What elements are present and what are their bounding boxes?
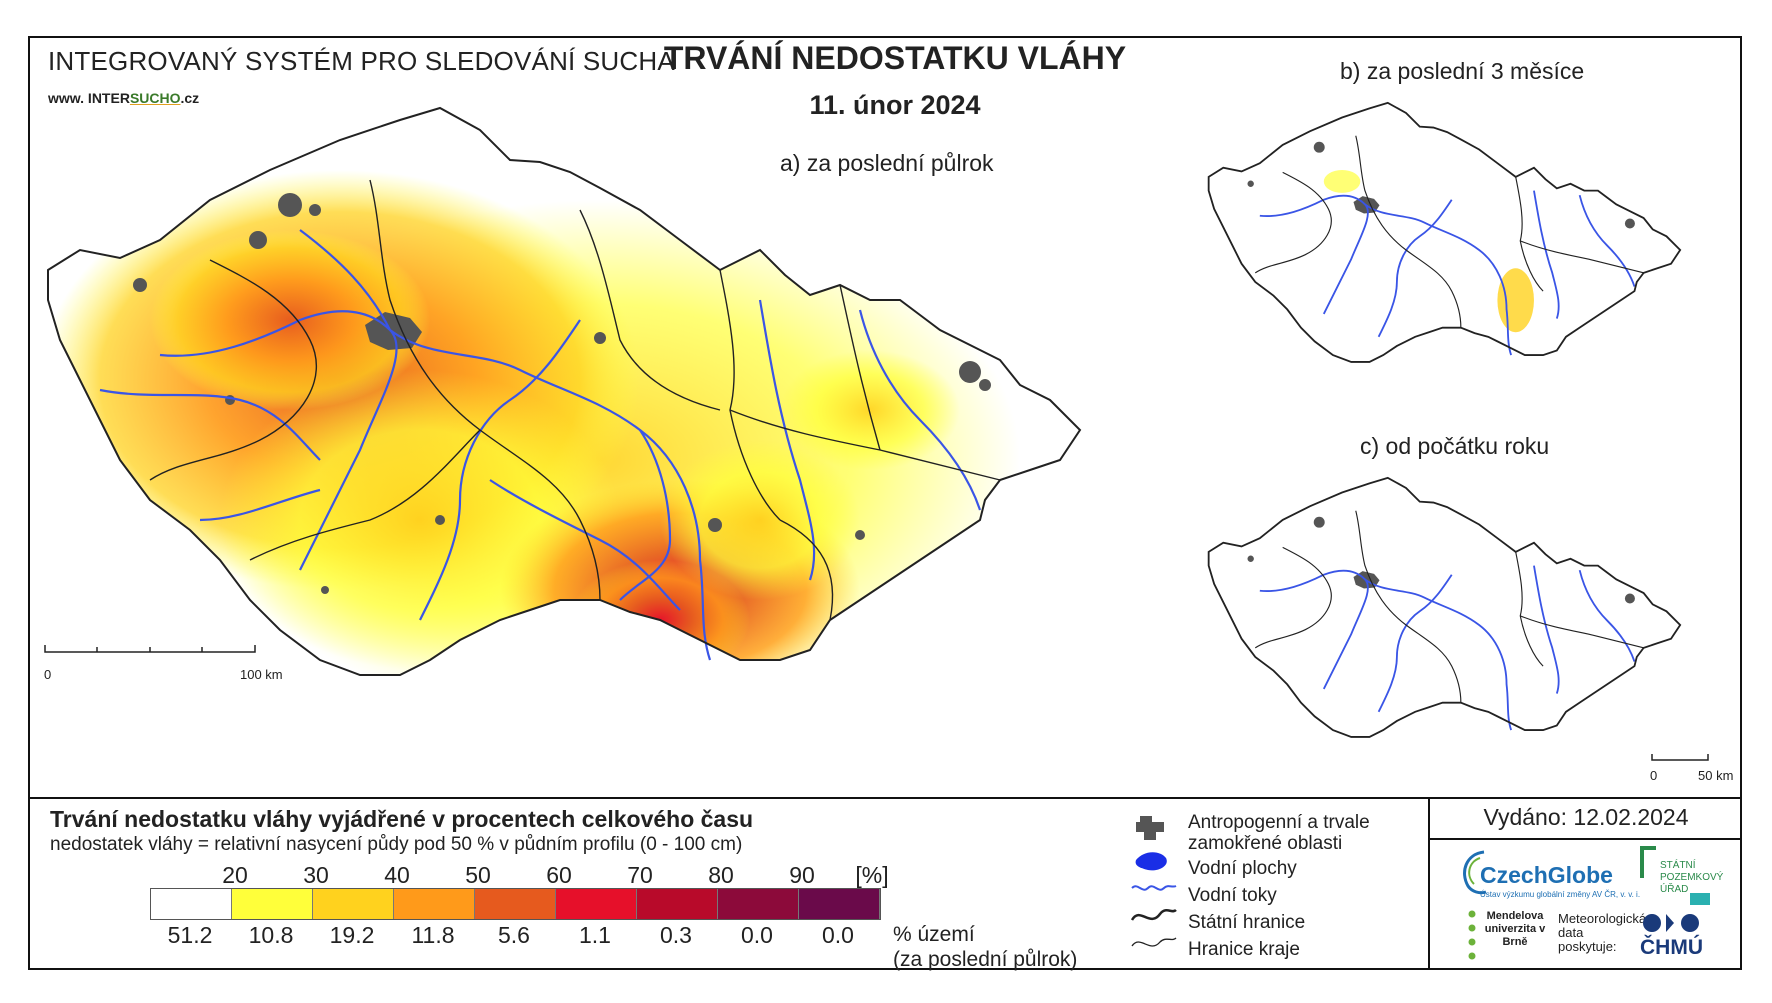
website-prefix: www. INTER — [48, 90, 130, 106]
mendel-logo-dots — [1468, 910, 1476, 960]
footer-divider-horizontal — [1428, 838, 1742, 840]
small-scale-bar — [1651, 754, 1709, 761]
threshold-label: 80 — [708, 862, 734, 888]
main-scale-end: 100 km — [240, 667, 283, 682]
spu-logo-icon — [1640, 846, 1656, 878]
percent-area-note: % území (za poslední půlrok) — [893, 922, 1077, 972]
color-swatch — [313, 889, 394, 919]
threshold-label: 40 — [384, 862, 410, 888]
percentage-value: 19.2 — [329, 922, 375, 948]
legend-rivers-label: Vodní toky — [1188, 885, 1277, 906]
mendel-logo-text: Mendelova univerzita v Brně — [1484, 910, 1546, 948]
threshold-label: 60 — [546, 862, 572, 888]
map-c-label: c) od počátku roku — [1360, 433, 1550, 459]
czechglobe-logo-icon — [1463, 850, 1487, 895]
czechglobe-logo-text: CzechGlobe — [1480, 862, 1613, 888]
spu-logo-mark — [1690, 893, 1710, 905]
legend-unit: [%] — [855, 862, 889, 888]
footer-divider-vertical — [1428, 797, 1430, 970]
urban-area-icon — [1136, 816, 1164, 840]
legend-state-border-label: Státní hranice — [1188, 912, 1306, 933]
river-icon — [1131, 885, 1177, 891]
legend-title: Trvání nedostatku vláhy vyjádřené v proc… — [50, 806, 754, 832]
color-swatch — [718, 889, 799, 919]
map-b-label: b) za poslední 3 měsíce — [1340, 58, 1585, 84]
threshold-label: 70 — [627, 862, 653, 888]
small-scale-zero: 0 — [1650, 768, 1658, 783]
percentage-value: 0.0 — [822, 922, 854, 948]
water-body-icon — [1135, 852, 1167, 871]
figure-frame — [28, 36, 1742, 970]
threshold-label: 20 — [222, 862, 248, 888]
map-a-label: a) za poslední půlrok — [780, 150, 994, 176]
percent-area-label: % území — [893, 923, 975, 946]
threshold-label: 30 — [303, 862, 329, 888]
map-since-year-start — [1207, 476, 1682, 738]
color-swatch — [151, 889, 232, 919]
map-title: TRVÁNÍ NEDOSTATKU VLÁHY — [663, 40, 1127, 76]
website-link[interactable]: www. INTERSUCHO.cz — [48, 90, 199, 106]
percent-area-sub: (za poslední půlrok) — [893, 948, 1078, 971]
chmu-logo-text: ČHMÚ — [1640, 936, 1703, 959]
percentage-value: 1.1 — [579, 922, 611, 948]
color-swatch — [799, 889, 880, 919]
issued-date: Vydáno: 12.02.2024 — [1483, 804, 1689, 830]
percentage-value: 10.8 — [248, 922, 294, 948]
color-swatch — [637, 889, 718, 919]
color-scale-bar — [150, 888, 881, 920]
data-provider-note: Meteorologická data poskytuje: — [1558, 911, 1647, 954]
chmu-logo-icon — [1643, 914, 1699, 932]
czechglobe-logo-subtext: Ústav výzkumu globální změny AV ČR, v. v… — [1480, 890, 1641, 899]
percentage-value: 0.3 — [660, 922, 692, 948]
percentage-value: 11.8 — [411, 922, 455, 948]
main-drought-map — [44, 107, 1081, 676]
percentage-value: 0.0 — [741, 922, 773, 948]
website-brand: SUCHO — [129, 90, 181, 106]
state-border-icon — [1130, 908, 1177, 921]
spu-logo-text: STÁTNÍ POZEMKOVÝ ÚŘAD — [1660, 860, 1724, 895]
legend-urban-label: Antropogenní a trvale zamokřené oblasti — [1188, 812, 1370, 854]
legend-subtitle: nedostatek vláhy = relativní nasycení pů… — [50, 834, 743, 855]
map-3-months — [1207, 101, 1682, 363]
color-swatch — [394, 889, 475, 919]
region-border-icon — [1131, 937, 1177, 947]
legend-water-bodies-label: Vodní plochy — [1188, 858, 1297, 879]
threshold-label: 90 — [789, 862, 815, 888]
symbol-icons — [1130, 816, 1177, 947]
legend-divider — [28, 797, 1742, 799]
percentage-value: 5.6 — [498, 922, 530, 948]
legend-region-border-label: Hranice kraje — [1188, 939, 1300, 960]
organization-name: INTEGROVANÝ SYSTÉM PRO SLEDOVÁNÍ SUCHA — [48, 46, 675, 76]
percentage-value: 51.2 — [167, 922, 213, 948]
color-swatch — [556, 889, 637, 919]
map-date: 11. únor 2024 — [809, 90, 981, 120]
main-scale-zero: 0 — [44, 667, 52, 682]
small-scale-end: 50 km — [1698, 768, 1734, 783]
color-swatch — [232, 889, 313, 919]
threshold-label: 50 — [465, 862, 491, 888]
main-scale-bar — [44, 645, 256, 653]
website-suffix: .cz — [180, 90, 200, 106]
color-swatch — [475, 889, 556, 919]
